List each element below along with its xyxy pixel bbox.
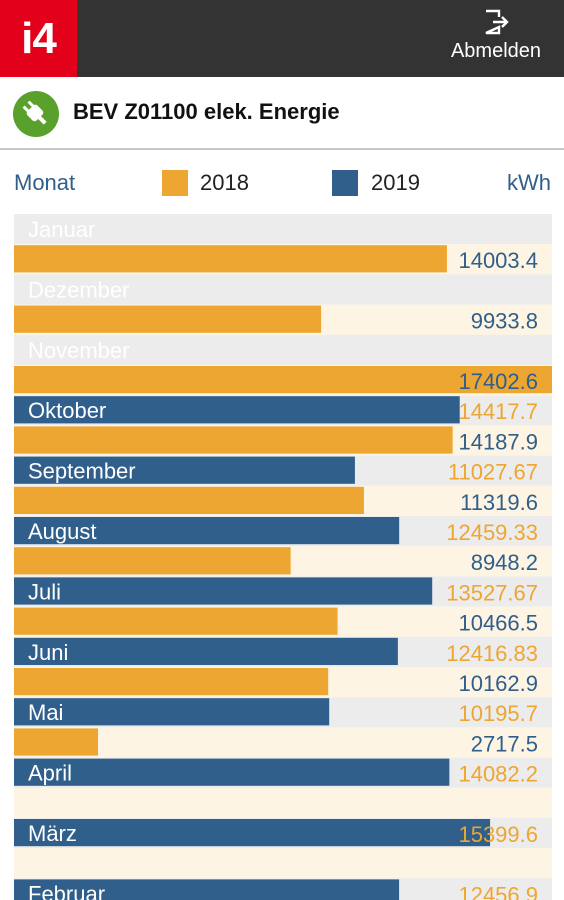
bar-2018	[14, 668, 329, 696]
month-row-bg	[14, 334, 552, 365]
bar-2019	[14, 758, 450, 786]
month-label: November	[28, 338, 129, 363]
value-label-2019: 10195.7	[458, 701, 538, 726]
month-label: Juni	[28, 640, 68, 665]
value-label-2018: 10466.5	[458, 611, 538, 636]
value-label-2019: 14417.7	[458, 399, 538, 424]
month-row-bg	[14, 274, 552, 305]
value-label-2019: 12456.9	[458, 882, 538, 900]
month-label: Mai	[28, 700, 63, 725]
bar-2018	[14, 607, 338, 635]
value-row-bg	[14, 727, 552, 758]
logout-icon	[485, 9, 509, 35]
month-label: Februar	[28, 881, 105, 900]
value-label-2018: 17402.6	[458, 369, 538, 394]
value-label-2018: 14187.9	[458, 429, 538, 454]
bar-2019	[14, 819, 491, 847]
month-label: August	[28, 519, 97, 544]
bar-2019	[14, 396, 460, 424]
title-bar: BEV Z01100 elek. Energie	[0, 77, 564, 150]
page-title: BEV Z01100 elek. Energie	[73, 99, 340, 124]
bar-2018	[14, 366, 552, 394]
value-label-2019: 14082.2	[458, 762, 538, 787]
bar-2019	[14, 577, 433, 605]
value-label-2019: 13527.67	[446, 580, 538, 605]
logout-button[interactable]: Abmelden	[446, 8, 546, 70]
value-row-bg	[14, 787, 552, 818]
month-label: September	[28, 459, 136, 484]
bar-2018	[14, 486, 364, 514]
value-label-2019: 12459.33	[446, 520, 538, 545]
legend-2019-label: 2019	[371, 170, 420, 195]
legend-month-label: Monat	[14, 170, 76, 195]
bar-2019	[14, 456, 355, 484]
month-label: Oktober	[28, 398, 106, 423]
bar-2019	[14, 637, 398, 665]
legend-unit-label: kWh	[507, 170, 551, 195]
value-label-2018: 8948.2	[471, 550, 538, 575]
bar-2019	[14, 517, 400, 545]
top-bar: i4 Abmelden	[0, 0, 564, 77]
month-label: April	[28, 761, 72, 786]
value-label-2018: 14003.4	[458, 248, 538, 273]
value-row-bg	[14, 848, 552, 879]
month-row-bg	[14, 214, 552, 245]
bar-2018	[14, 547, 291, 575]
app-logo: i4	[0, 0, 77, 77]
value-label-2019: 15399.6	[458, 822, 538, 847]
bar-2018	[14, 305, 322, 333]
bar-2019	[14, 698, 330, 726]
bar-2018	[14, 426, 453, 454]
month-label: Juli	[28, 579, 61, 604]
month-label: März	[28, 821, 77, 846]
value-label-2018: 9933.8	[471, 309, 538, 334]
value-label-2018: 2717.5	[471, 731, 538, 756]
value-label-2019: 11027.67	[448, 460, 538, 485]
bar-2018	[14, 245, 447, 273]
legend-2019-swatch	[332, 170, 358, 196]
legend-2018-swatch	[162, 170, 188, 196]
legend-2018-label: 2018	[200, 170, 249, 195]
plug-icon	[13, 91, 59, 137]
value-label-2019: 12416.83	[446, 641, 538, 666]
chart-legend: Monat 2018 2019 kWh	[0, 160, 564, 204]
month-label: Januar	[28, 217, 95, 242]
value-label-2018: 11319.6	[460, 490, 538, 515]
bar-2018	[14, 728, 99, 756]
logout-label: Abmelden	[450, 40, 542, 62]
month-label: Dezember	[28, 277, 129, 302]
value-label-2018: 10162.9	[458, 671, 538, 696]
bar-2019	[14, 879, 400, 900]
